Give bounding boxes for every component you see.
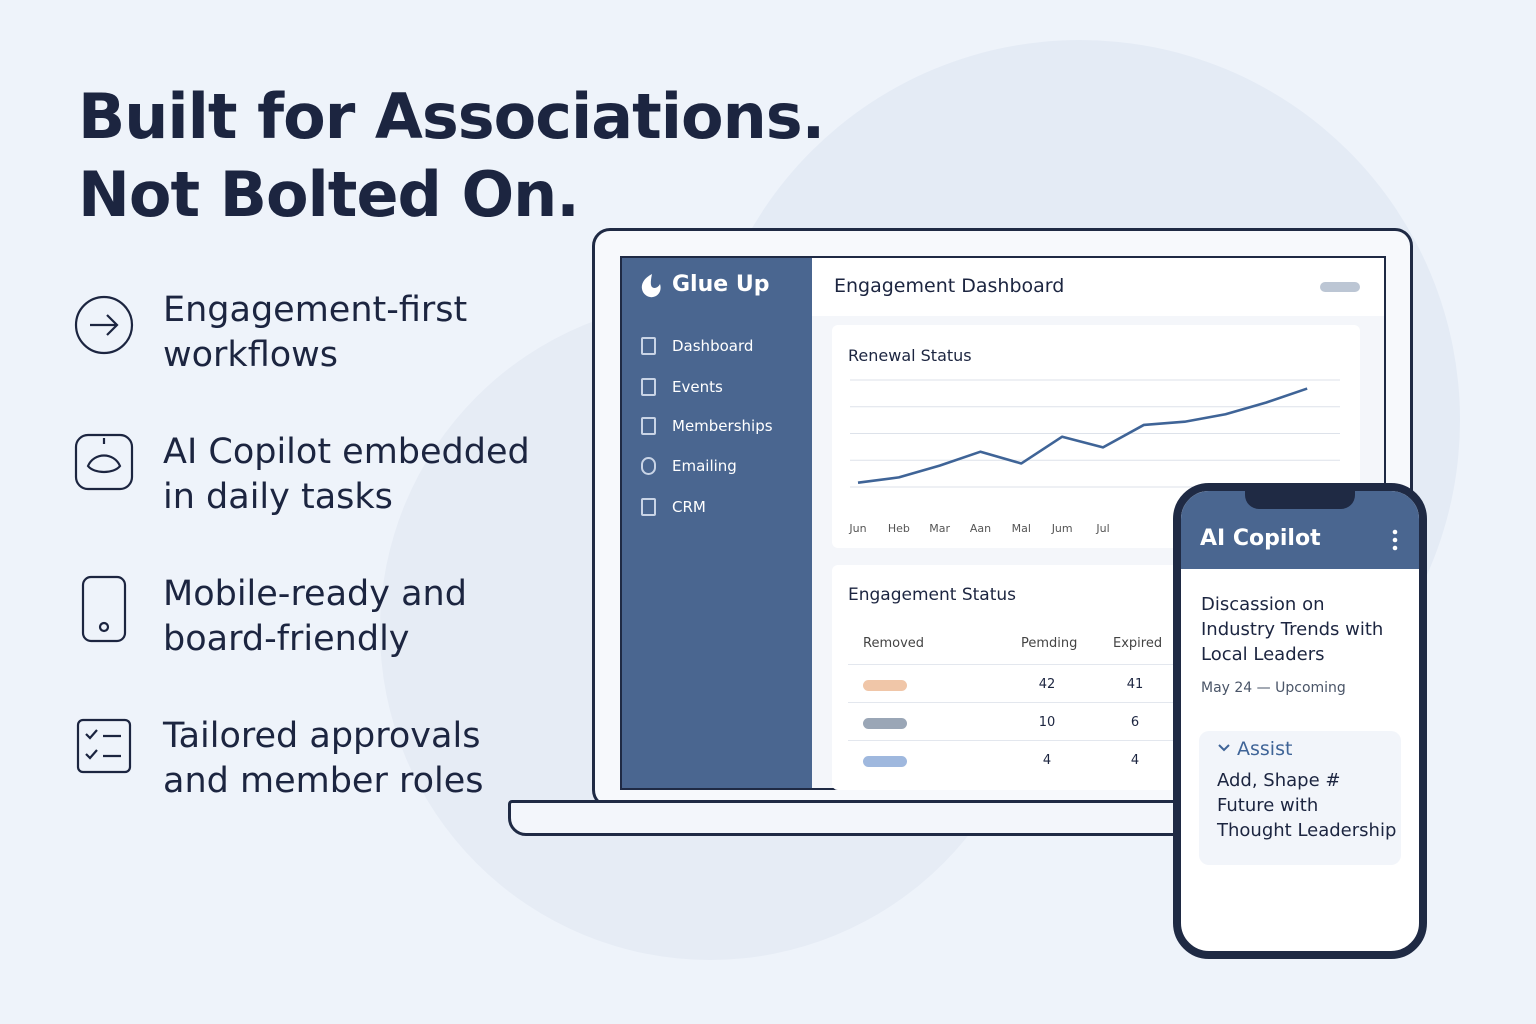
chevron [1218,744,1230,752]
laptop-base [508,800,1198,836]
chart-title: Renewal Status [848,346,972,365]
x-tick-label: Aan [970,522,991,535]
phone [1173,483,1427,959]
cell: 41 [1126,677,1144,692]
menu-icon[interactable] [1390,528,1400,554]
feature-text: Mobile-ready and board-friendly [163,574,467,659]
x-tick-label: Heb [888,522,910,535]
nav-icon [641,417,656,435]
cell: 4 [1042,753,1052,768]
cell: 4 [1130,753,1140,768]
cell: 6 [1130,715,1140,730]
x-tick-label: Mar [929,522,950,535]
nav-icon [641,337,656,355]
status-pill [863,718,907,729]
table-header: Removed [863,636,925,651]
row-divider [848,702,1178,703]
feature-text: Tailored approvals and member roles [163,716,484,801]
row-divider [848,740,1178,741]
table-header: Pemding [1021,636,1078,651]
event-date: May 24 — Upcoming [1201,680,1346,696]
status-pill [863,680,907,691]
topbar-control[interactable] [1320,282,1360,292]
feature-text: Engagement-first workflows [163,290,468,375]
renewal-line [857,387,1308,485]
nav-item[interactable]: Dashboard [672,337,754,355]
assist-text: Add, Shape # Future with Thought Leaders… [1217,770,1397,841]
table-header: Expired [1113,636,1163,651]
brand: Glue Up [672,272,770,297]
brand-logo [641,274,661,298]
sidebar [622,258,812,788]
nav-item[interactable]: Events [672,378,723,396]
nav-icon [641,378,656,396]
cell: 42 [1038,677,1056,692]
page-title: Engagement Dashboard [834,275,1065,297]
feature-text: AI Copilot embedded in daily tasks [163,432,530,517]
x-tick-label: Jul [1095,522,1109,535]
topbar [812,258,1384,316]
nav-item[interactable]: Memberships [672,417,773,435]
nav-icon [641,457,656,475]
x-tick-label: Mal [1012,522,1031,535]
phone-title: AI Copilot [1200,526,1321,551]
nav-item[interactable]: Emailing [672,457,737,475]
row-divider [848,664,1178,665]
headline: Not Bolted On. [78,158,580,231]
nav-icon [641,498,656,516]
table-title: Engagement Status [848,585,1017,605]
headline: Built for Associations. [78,80,825,153]
event-title: Discassion on Industry Trends with Local… [1201,594,1384,665]
assist-label[interactable]: Assist [1237,738,1293,760]
nav-item[interactable]: CRM [672,498,706,516]
status-pill [863,756,907,767]
feature-icons [74,295,134,774]
cell: 10 [1038,715,1056,730]
x-tick-label: Jum [1051,522,1073,535]
assist-card [1199,731,1401,865]
notch [1245,491,1355,509]
x-tick-label: Jun [848,522,866,535]
